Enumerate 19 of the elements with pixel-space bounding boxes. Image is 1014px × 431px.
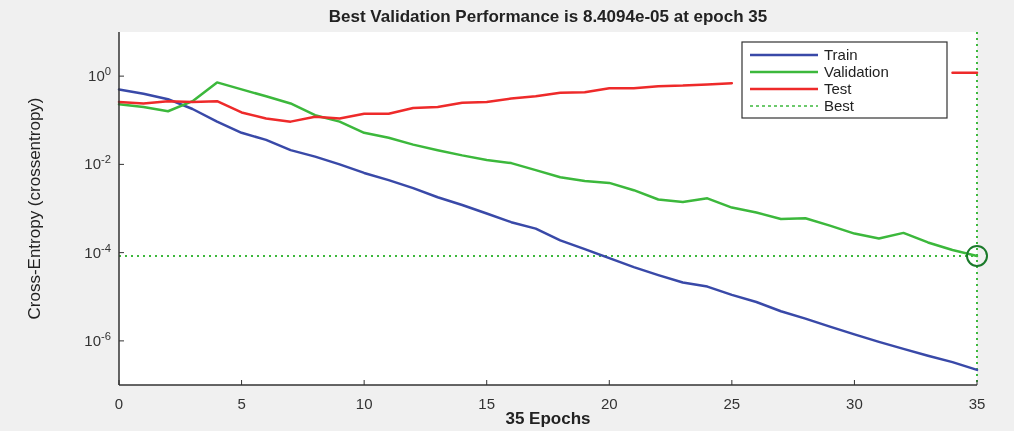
x-tick-label: 30 [846, 395, 863, 412]
y-tick-label: 10$^{-6}$ [84, 329, 111, 349]
legend-label: Best [824, 97, 855, 114]
x-tick-label: 25 [723, 395, 741, 412]
x-axis-title: 35 Epochs [505, 409, 591, 428]
y-tick-label: 10$^{-2}$ [84, 153, 111, 173]
x-tick-label: 10 [355, 395, 373, 412]
x-tick-label: 15 [478, 395, 496, 412]
chart-title: Best Validation Performance is 8.4094e-05 at epoch 35 [328, 7, 768, 26]
x-tick-label: 20 [600, 395, 618, 412]
x-tick-label: 35 [968, 395, 986, 412]
x-tick-label: 0 [114, 395, 124, 412]
y-axis-title: Cross-Entropy (crossentropy) [25, 97, 44, 320]
y-tick-label: 10$^{-4}$ [84, 241, 111, 261]
legend-label: Validation [824, 63, 889, 80]
x-tick-label: 5 [237, 395, 246, 412]
legend-label: Test [824, 80, 853, 97]
legend-label: Train [824, 46, 858, 63]
y-tick-label: 10$^{0}$ [88, 65, 111, 85]
